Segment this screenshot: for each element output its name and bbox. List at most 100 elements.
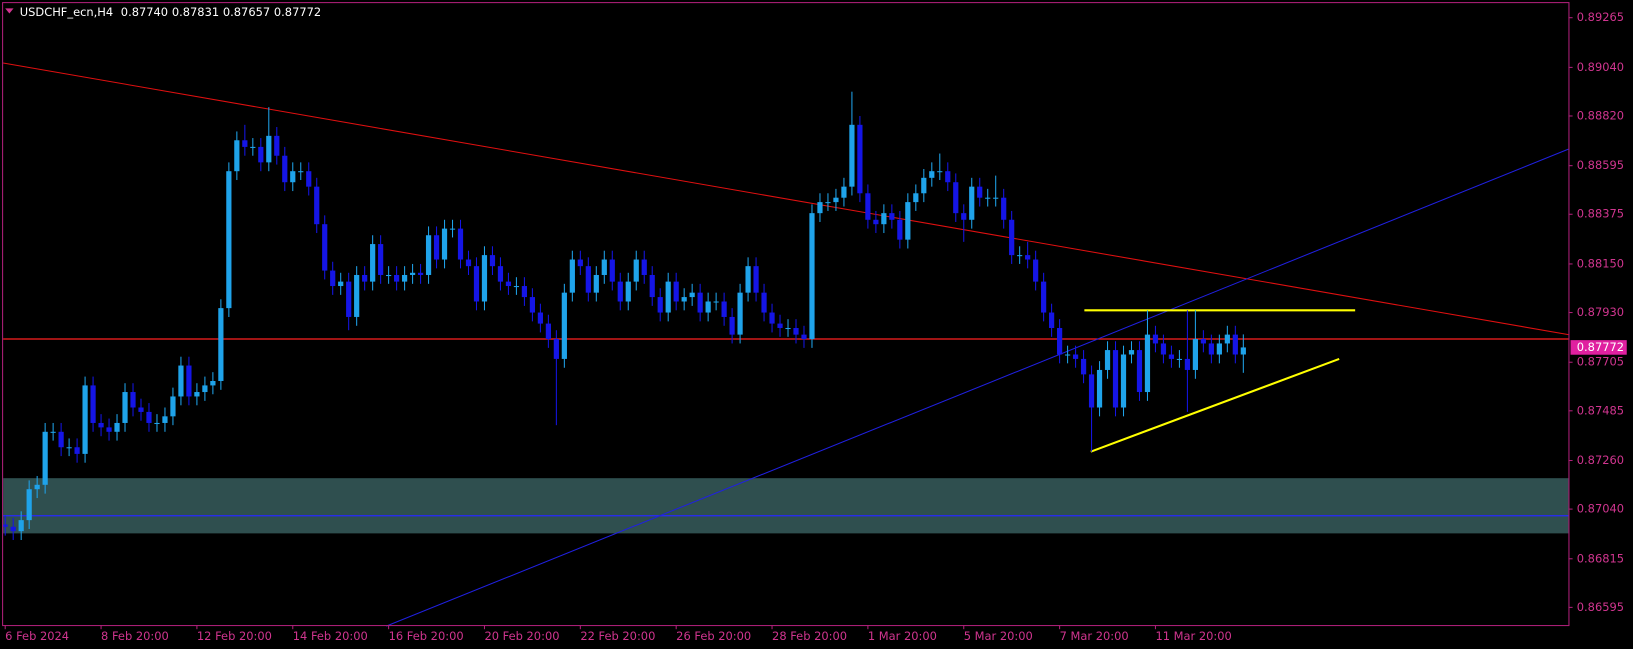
candle-body: [1192, 339, 1198, 370]
candle-body: [561, 292, 567, 359]
ohlc-value: 0.87831: [172, 5, 219, 19]
candle-body: [673, 281, 679, 302]
candle-body: [1056, 327, 1063, 355]
candle-body: [889, 213, 895, 220]
candle-body: [497, 266, 504, 282]
y-tick-label: 0.87485: [1577, 403, 1624, 417]
candle-body: [409, 272, 416, 275]
candle-body: [42, 431, 48, 485]
y-tick-label: 0.88375: [1577, 207, 1624, 221]
candle-body: [274, 135, 280, 156]
candle-body: [1168, 354, 1175, 359]
candle-body: [1216, 343, 1222, 355]
candle-body: [194, 392, 200, 397]
candle-body: [1128, 350, 1135, 355]
candle-body: [969, 186, 975, 220]
candle-body: [473, 266, 480, 302]
candle-body: [1017, 255, 1023, 257]
candle-body: [178, 365, 184, 397]
candle-body: [505, 281, 512, 287]
candle-body: [433, 235, 440, 260]
candle-body: [769, 312, 775, 324]
candle-body: [625, 281, 631, 302]
candle-body: [785, 327, 791, 330]
candle-body: [537, 312, 543, 324]
menu-triangle[interactable]: [5, 8, 14, 14]
candle-body: [1144, 334, 1151, 393]
trend-line: [1090, 357, 1340, 453]
candle-body: [2, 524, 8, 527]
candle-body: [362, 274, 368, 282]
candle-body: [897, 219, 903, 240]
candle-body: [1049, 312, 1055, 328]
candle-body: [601, 259, 607, 275]
candle-body: [1096, 369, 1103, 408]
y-tick-label: 0.86595: [1577, 600, 1624, 614]
candle-body: [1200, 339, 1206, 344]
candle-body: [26, 489, 32, 521]
candle-body: [338, 281, 344, 287]
candle-body: [1120, 354, 1127, 408]
candle-body: [258, 146, 264, 163]
candle-body: [1112, 350, 1119, 408]
candle-body: [401, 274, 408, 282]
candle-body: [1136, 350, 1143, 393]
candle-body: [74, 447, 80, 454]
candle-body: [1176, 358, 1183, 360]
candle-body: [649, 274, 655, 298]
y-tick-label: 0.88820: [1577, 108, 1624, 122]
candle-body: [545, 323, 551, 340]
candle-body: [1232, 334, 1238, 355]
y-tick-label: 0.86815: [1577, 551, 1624, 565]
candle-body: [370, 244, 376, 282]
candle-body: [1224, 334, 1230, 344]
candle-body: [66, 447, 72, 449]
x-tick-label: 6 Feb 2024: [5, 629, 69, 643]
candle-body: [721, 301, 727, 317]
x-tick-label: 5 Mar 20:00: [964, 629, 1033, 643]
candle-body: [657, 297, 663, 313]
candle-body: [489, 255, 496, 267]
candle-body: [1072, 354, 1079, 359]
candle-body: [977, 186, 983, 198]
candle-body: [1088, 374, 1095, 408]
trend-line: [3, 62, 1569, 336]
candle-body: [90, 385, 96, 423]
candle-body: [1064, 354, 1071, 356]
candle-body: [1001, 197, 1007, 220]
x-tick-label: 12 Feb 20:00: [197, 629, 272, 643]
candle-body: [513, 286, 520, 288]
candle-body: [633, 259, 639, 282]
candle-body: [801, 334, 807, 340]
candle-body: [641, 259, 647, 275]
candle-body: [985, 197, 991, 199]
x-tick-label: 28 Feb 20:00: [772, 629, 847, 643]
zone: [3, 478, 1569, 534]
y-tick-label: 0.88595: [1577, 158, 1624, 172]
candle-body: [825, 202, 831, 204]
candle-body: [441, 228, 448, 260]
candle-body: [553, 339, 559, 359]
ohlc-header: 0.87740 0.87831 0.87657 0.87772: [121, 5, 321, 19]
y-tick-label: 0.87040: [1577, 502, 1624, 516]
x-tick-label: 7 Mar 20:00: [1060, 629, 1129, 643]
candle-body: [905, 202, 911, 240]
candle-body: [58, 431, 64, 448]
candle-body: [266, 135, 272, 163]
candle-body: [873, 219, 879, 225]
candle-body: [521, 286, 528, 298]
candle-body: [202, 385, 208, 393]
candle-body: [394, 274, 400, 282]
x-tick-label: 8 Feb 20:00: [101, 629, 169, 643]
candle-body: [226, 171, 232, 309]
candle-body: [1009, 219, 1015, 256]
x-tick-label: 16 Feb 20:00: [389, 629, 464, 643]
candle-body: [761, 292, 767, 313]
candle-body: [346, 281, 352, 317]
candle-body: [865, 193, 871, 220]
candle-body: [729, 316, 735, 335]
x-tick-label: 11 Mar 20:00: [1155, 629, 1231, 643]
candle-body: [817, 202, 823, 214]
